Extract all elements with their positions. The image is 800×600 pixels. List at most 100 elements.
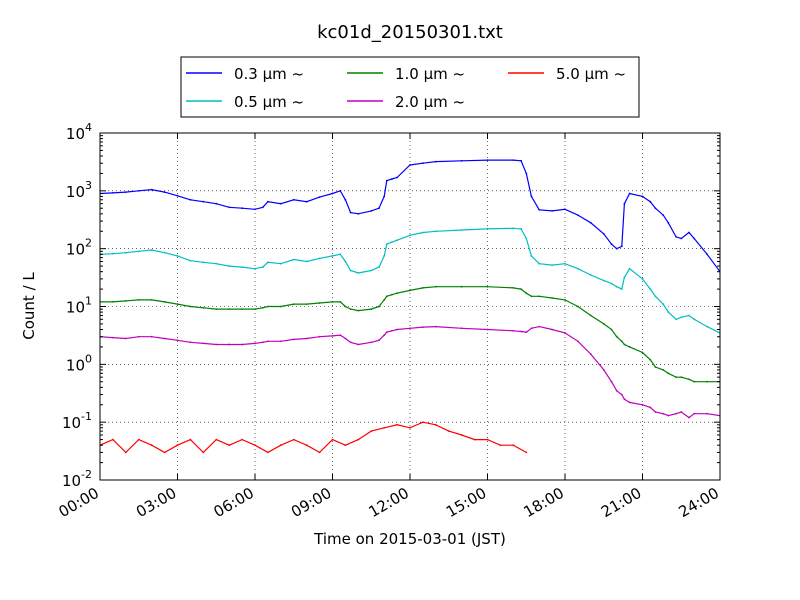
data-point — [202, 261, 205, 264]
data-point — [396, 176, 398, 179]
data-point — [318, 196, 321, 199]
data-point — [112, 301, 114, 303]
data-point — [383, 334, 386, 336]
data-point — [344, 260, 347, 263]
data-point — [318, 451, 321, 454]
data-point — [589, 274, 592, 276]
data-point — [318, 335, 321, 338]
data-point — [409, 426, 411, 429]
data-point — [667, 414, 670, 417]
data-point — [344, 337, 347, 340]
data-point — [202, 342, 205, 345]
y-tick-label-base: 10 — [66, 356, 85, 374]
data-point — [610, 282, 613, 285]
y-tick-label: 10-2 — [62, 468, 92, 490]
data-point — [383, 299, 386, 301]
data-point — [279, 305, 282, 308]
data-point — [641, 351, 644, 354]
data-point — [357, 212, 360, 215]
data-point — [675, 376, 677, 379]
data-point — [409, 327, 411, 330]
data-point — [520, 159, 522, 162]
data-point — [163, 337, 166, 340]
y-tick-label: 104 — [66, 121, 92, 143]
data-point — [370, 430, 373, 432]
legend-label: 2.0 μm ~ — [395, 93, 465, 111]
data-point — [422, 287, 424, 289]
data-point — [339, 253, 342, 256]
data-point — [564, 208, 566, 211]
data-point — [254, 208, 256, 211]
data-point — [706, 325, 708, 328]
data-point — [615, 247, 618, 250]
data-point — [615, 335, 618, 338]
data-point — [378, 207, 380, 210]
data-point — [675, 236, 677, 238]
data-point — [693, 318, 696, 321]
data-point — [339, 189, 342, 192]
data-point — [620, 393, 623, 396]
data-point — [370, 269, 373, 272]
data-point — [577, 340, 579, 343]
data-point — [649, 358, 652, 361]
data-point — [383, 195, 386, 198]
data-point — [530, 327, 533, 330]
data-point — [662, 412, 665, 415]
data-point — [331, 438, 334, 441]
data-point — [305, 200, 308, 203]
data-point — [241, 308, 244, 310]
data-point — [662, 303, 665, 305]
data-point — [383, 255, 386, 257]
data-point — [391, 293, 393, 296]
data-point — [662, 369, 665, 371]
data-point — [124, 300, 127, 302]
data-point — [641, 195, 644, 198]
x-axis-label: Time on 2015-03-01 (JST) — [313, 530, 506, 548]
data-point — [279, 444, 282, 447]
data-point — [602, 323, 605, 325]
data-point — [189, 259, 192, 262]
data-point — [267, 200, 269, 203]
data-point — [391, 329, 393, 332]
y-tick-label-base: 10 — [66, 241, 85, 259]
data-point — [267, 340, 269, 343]
y-tick-label-base: 10 — [66, 125, 85, 143]
data-point — [623, 276, 626, 279]
y-tick-label-exponent: 2 — [85, 237, 92, 250]
data-point — [349, 269, 352, 272]
legend-box — [180, 56, 640, 118]
data-point — [460, 434, 463, 436]
data-point — [538, 325, 541, 328]
data-point — [486, 438, 489, 441]
data-point — [620, 245, 623, 248]
data-point — [176, 339, 179, 342]
data-point — [189, 305, 192, 308]
data-point — [589, 314, 592, 317]
data-point — [577, 267, 579, 270]
data-point — [112, 252, 114, 255]
data-point — [460, 327, 463, 330]
data-point — [279, 262, 282, 265]
data-point — [241, 207, 244, 210]
data-point — [267, 261, 269, 264]
data-point — [189, 198, 192, 201]
data-point — [409, 234, 411, 237]
data-point — [525, 451, 528, 454]
y-tick-label: 103 — [66, 179, 92, 201]
data-point — [460, 285, 463, 288]
data-point — [486, 328, 489, 331]
data-point — [241, 438, 244, 441]
data-point — [649, 406, 652, 409]
data-point — [137, 189, 140, 192]
data-point — [292, 258, 295, 261]
data-point — [331, 335, 334, 337]
y-tick-label-exponent: -1 — [81, 410, 92, 423]
data-point — [564, 262, 566, 265]
data-point — [610, 328, 613, 331]
data-point — [520, 288, 522, 290]
data-point — [706, 380, 708, 383]
data-point — [378, 305, 380, 308]
data-point — [261, 341, 264, 344]
data-point — [628, 192, 631, 195]
